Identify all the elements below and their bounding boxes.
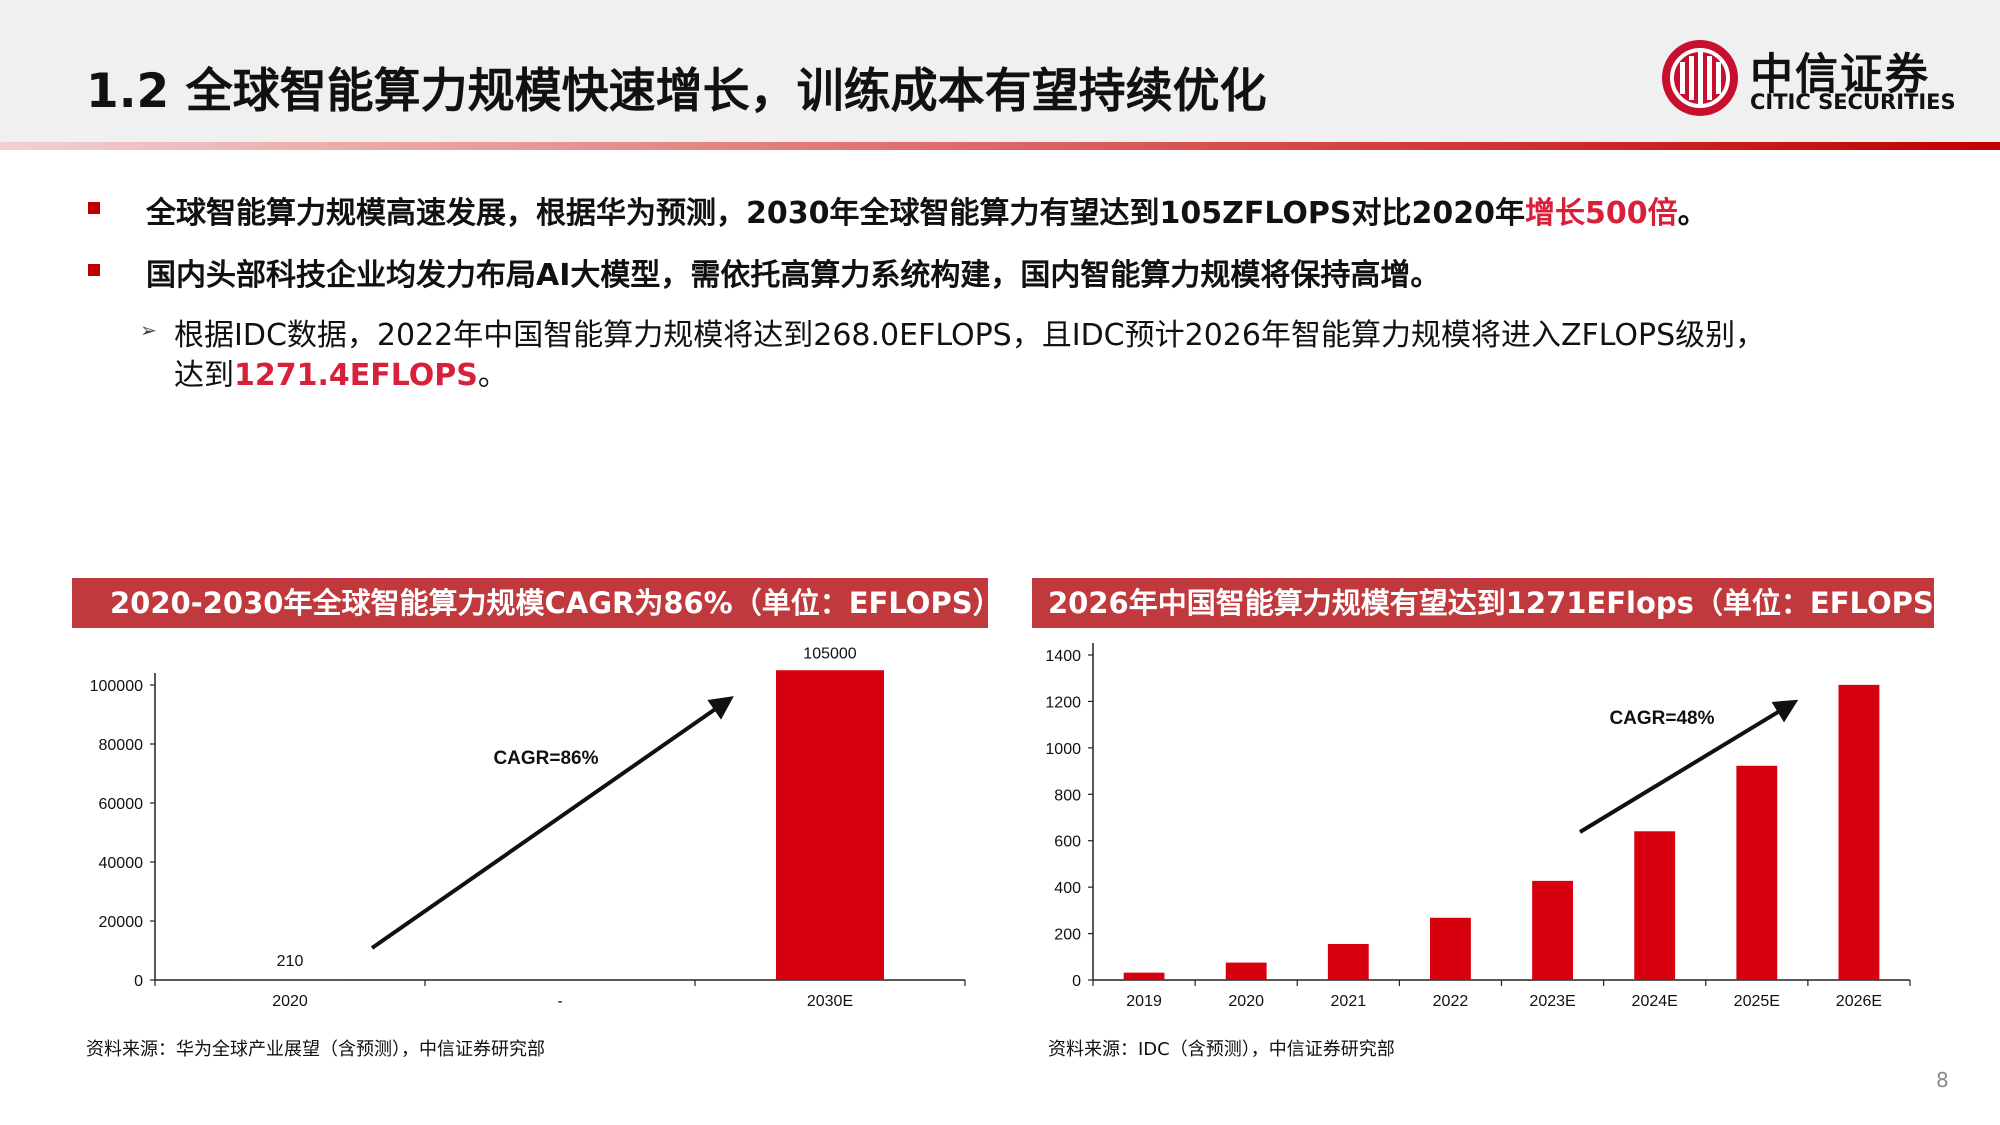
chart1-y-tick-label: 20000 <box>99 914 144 931</box>
citic-logo: 中信证券 CITIC SECURITIES <box>1658 36 1958 122</box>
chart1-y-tick-label: 80000 <box>99 737 144 754</box>
chart2-bar-2024E <box>1634 831 1676 980</box>
citic-emblem-icon <box>1662 40 1738 116</box>
chart2-bar-2025E <box>1736 765 1778 980</box>
chart2-x-tick-label: 2025E <box>1734 993 1780 1010</box>
chart2-y-tick-label: 200 <box>1054 927 1081 944</box>
chart1-cagr-annotation: CAGR=86% <box>493 748 598 769</box>
bullet-1-end: 。 <box>1677 196 1708 231</box>
chart2-bar-2020 <box>1225 962 1267 980</box>
chart1-x-tick-label: - <box>557 993 562 1010</box>
chart1-data-label: 210 <box>277 953 304 970</box>
chart2-bar-2022 <box>1430 917 1471 980</box>
chart1-y-tick-label: 0 <box>134 973 143 990</box>
chart1-bar-2030E <box>776 670 884 980</box>
chart2-bar-2021 <box>1327 943 1369 980</box>
logo-chinese-name: 中信证券 <box>1750 50 1930 100</box>
page-title: 1.2 全球智能算力规模快速增长，训练成本有望持续优化 <box>86 64 1267 119</box>
chart1-x-tick-label: 2030E <box>807 993 853 1010</box>
chart2-bar-2023E <box>1532 880 1573 980</box>
chart2-bar-2026E <box>1838 684 1880 980</box>
header-divider <box>0 142 2000 150</box>
chart2-x-tick-label: 2021 <box>1331 993 1367 1010</box>
chart1-x-tick-label: 2020 <box>272 993 308 1010</box>
sub-bullet-highlight: 1271.4EFLOPS <box>234 358 478 393</box>
chart1-bar-2020 <box>236 979 344 980</box>
chart2-x-tick-label: 2020 <box>1228 993 1264 1010</box>
chart1-y-tick-label: 60000 <box>99 796 144 813</box>
bullet-1-text: 全球智能算力规模高速发展，根据华为预测，2030年全球智能算力有望达到105ZF… <box>146 196 1526 231</box>
bullet-1-highlight: 增长500倍 <box>1525 196 1678 231</box>
chart2-china-compute: 0 200 400 600 800 1000 1200 1400 2019 2020 2021 202… <box>1045 643 1911 1010</box>
chart2-y-tick-label: 1000 <box>1045 741 1081 758</box>
bullet-2-text: 国内头部科技企业均发力布局AI大模型，需依托高算力系统构建，国内智能算力规模将保… <box>146 258 1441 293</box>
chart2-y-tick-label: 600 <box>1054 834 1081 851</box>
logo-english-name: CITIC SECURITIES <box>1750 90 1956 114</box>
chart2-y-tick-label: 1400 <box>1045 648 1081 665</box>
chart2-x-tick-label: 2019 <box>1126 993 1162 1010</box>
chart2-source: 资料来源：IDC（含预测），中信证券研究部 <box>1048 1039 1395 1060</box>
chart1-source: 资料来源：华为全球产业展望（含预测），中信证券研究部 <box>86 1039 545 1060</box>
chart1-y-tick-label: 40000 <box>99 855 144 872</box>
chart2-y-tick-label: 1200 <box>1045 694 1081 711</box>
chart2-title: 2026年中国智能算力规模有望达到1271EFlops（单位：EFLOPS） <box>1032 578 1963 628</box>
chart1-data-label: 105000 <box>803 645 856 662</box>
chart1-title: 2020-2030年全球智能算力规模CAGR为86%（单位：EFLOPS） <box>72 578 1002 628</box>
chart1-y-tick-label: 100000 <box>90 678 143 695</box>
chart2-y-tick-label: 400 <box>1054 880 1081 897</box>
chart1-global-compute: 0 20000 40000 60000 80000 100000 2020 210 - 2030E… <box>90 645 966 1010</box>
sub-bullet-line2-end: 。 <box>477 358 508 393</box>
chart2-x-tick-label: 2024E <box>1632 993 1678 1010</box>
page-number: 8 <box>1936 1068 1949 1092</box>
chart2-bar-2019 <box>1123 972 1165 980</box>
chart2-y-tick-label: 800 <box>1054 787 1081 804</box>
sub-bullet-line1: 根据IDC数据，2022年中国智能算力规模将达到268.0EFLOPS，且IDC… <box>174 318 1766 353</box>
chart2-cagr-annotation: CAGR=48% <box>1609 708 1714 729</box>
chart2-x-tick-label: 2022 <box>1433 993 1469 1010</box>
chart2-x-tick-label: 2023E <box>1529 993 1575 1010</box>
chart2-x-tick-label: 2026E <box>1836 993 1882 1010</box>
chart1-trend-arrow <box>370 696 734 950</box>
chart2-y-tick-label: 0 <box>1072 973 1081 990</box>
bullet-square-icon <box>88 202 100 214</box>
bullet-square-icon <box>88 264 100 276</box>
sub-bullet-arrow-icon: ➢ <box>140 318 157 342</box>
chart2-trend-arrow <box>1578 699 1799 834</box>
sub-bullet-line2-prefix: 达到 <box>174 358 234 393</box>
